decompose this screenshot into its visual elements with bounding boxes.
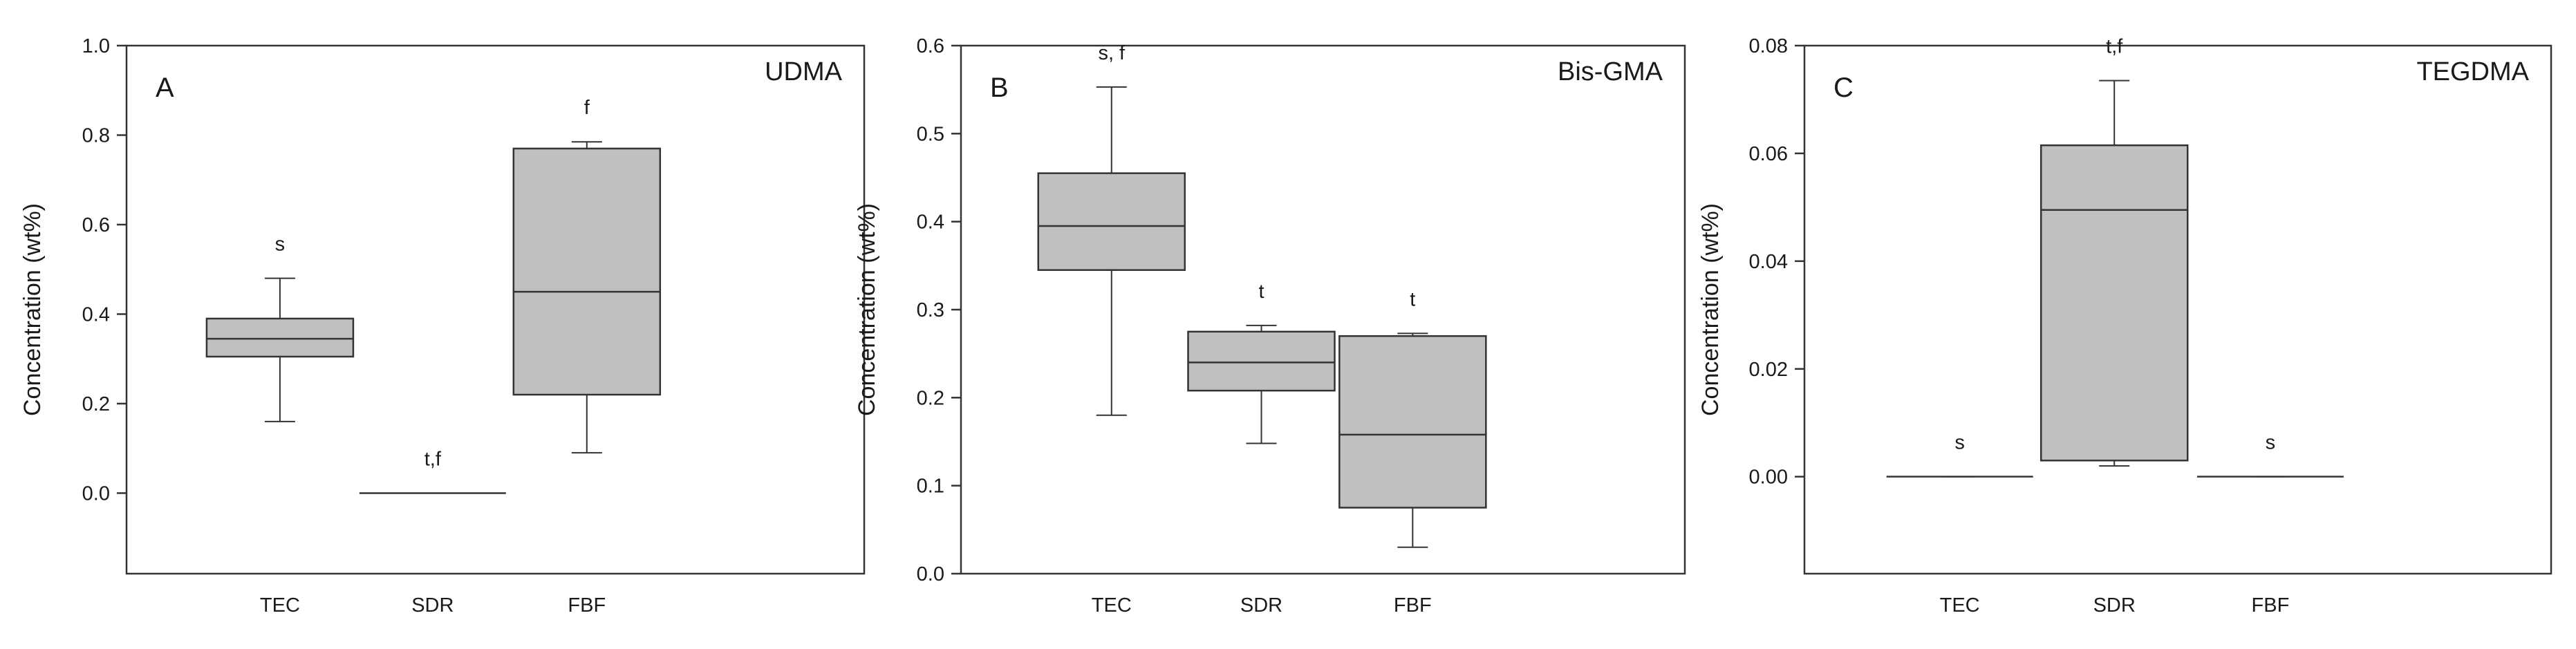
y-tick-label: 0.1	[917, 476, 944, 498]
panel-label: A	[156, 73, 174, 103]
x-tick-label: TEC	[1940, 594, 1980, 617]
panel-label: C	[1833, 73, 1854, 103]
box-sdr: t	[1187, 281, 1336, 444]
y-tick-label: 0.0	[917, 563, 944, 585]
plot-frame	[125, 44, 866, 575]
significance-label: s, f	[1098, 42, 1126, 64]
box-fbf: f	[512, 97, 662, 454]
compound-label: Bis-GMA	[1558, 57, 1663, 86]
y-tick-label: 0.4	[917, 211, 944, 234]
y-axis-label: Concentration (wt%)	[19, 203, 46, 416]
box-sdr: t,f	[359, 448, 506, 494]
significance-label: t	[1258, 281, 1264, 303]
y-tick-label: 0.00	[1749, 467, 1788, 489]
significance-label: s	[1954, 432, 1965, 454]
x-tick-label: FBF	[2252, 594, 2290, 617]
x-tick-label: SDR	[2093, 594, 2136, 617]
box-tec: s, f	[1037, 42, 1186, 416]
panel-label: B	[990, 73, 1009, 103]
y-tick-label: 0.0	[82, 482, 110, 505]
y-axis-label: Concentration (wt%)	[1697, 203, 1724, 416]
y-tick-label: 0.6	[917, 35, 944, 57]
compound-label: UDMA	[765, 57, 843, 86]
box-sdr: t,f	[2040, 36, 2189, 467]
iqr-box	[1037, 172, 1186, 271]
x-tick-label: SDR	[411, 594, 454, 617]
x-tick-label: FBF	[568, 594, 606, 617]
plot-frame	[960, 44, 1686, 575]
y-tick-label: 0.2	[82, 393, 110, 415]
iqr-box	[2040, 144, 2189, 462]
iqr-box	[205, 317, 355, 358]
iqr-box	[1187, 330, 1336, 392]
iqr-box	[512, 147, 662, 396]
y-tick-label: 1.0	[82, 35, 110, 57]
x-tick-label: FBF	[1394, 594, 1432, 617]
y-tick-label: 0.4	[82, 303, 110, 326]
box-tec: s	[1886, 432, 2033, 478]
significance-label: t,f	[2106, 36, 2123, 58]
y-tick-label: 0.5	[917, 123, 944, 145]
y-tick-label: 0.8	[82, 124, 110, 147]
significance-label: t,f	[424, 448, 442, 470]
y-tick-label: 0.04	[1749, 251, 1788, 273]
compound-label: TEGDMA	[2416, 57, 2529, 86]
significance-label: s	[2266, 432, 2276, 454]
y-tick-label: 0.08	[1749, 35, 1788, 57]
significance-label: s	[275, 234, 286, 256]
y-tick-label: 0.02	[1749, 359, 1788, 381]
x-tick-label: TEC	[260, 594, 300, 617]
significance-label: f	[584, 97, 590, 119]
y-tick-label: 0.2	[917, 387, 944, 409]
chart-panel-a: 0.0 0.2 0.4 0.6 0.8 1.0 Concentration (wt%) A UD…	[19, 35, 866, 617]
chart-panel-c: 0.00 0.02 0.04 0.06 0.08 Concentration (wt%) C…	[1697, 35, 2552, 617]
y-tick-label: 0.3	[917, 299, 944, 321]
x-tick-label: TEC	[1092, 594, 1132, 617]
y-tick-label: 0.06	[1749, 143, 1788, 165]
plot-frame	[1803, 44, 2552, 575]
box-fbf: s	[2196, 432, 2344, 478]
x-tick-label: SDR	[1240, 594, 1282, 617]
chart-panel-b: 0.0 0.1 0.2 0.3 0.4 0.5 0.6 Concentration (wt%)…	[854, 35, 1686, 617]
significance-label: t	[1410, 288, 1415, 310]
y-axis-label: Concentration (wt%)	[854, 203, 880, 416]
box-tec: s	[205, 234, 355, 422]
iqr-box	[1338, 335, 1487, 509]
y-tick-label: 0.6	[82, 214, 110, 236]
box-fbf: t	[1338, 288, 1487, 548]
